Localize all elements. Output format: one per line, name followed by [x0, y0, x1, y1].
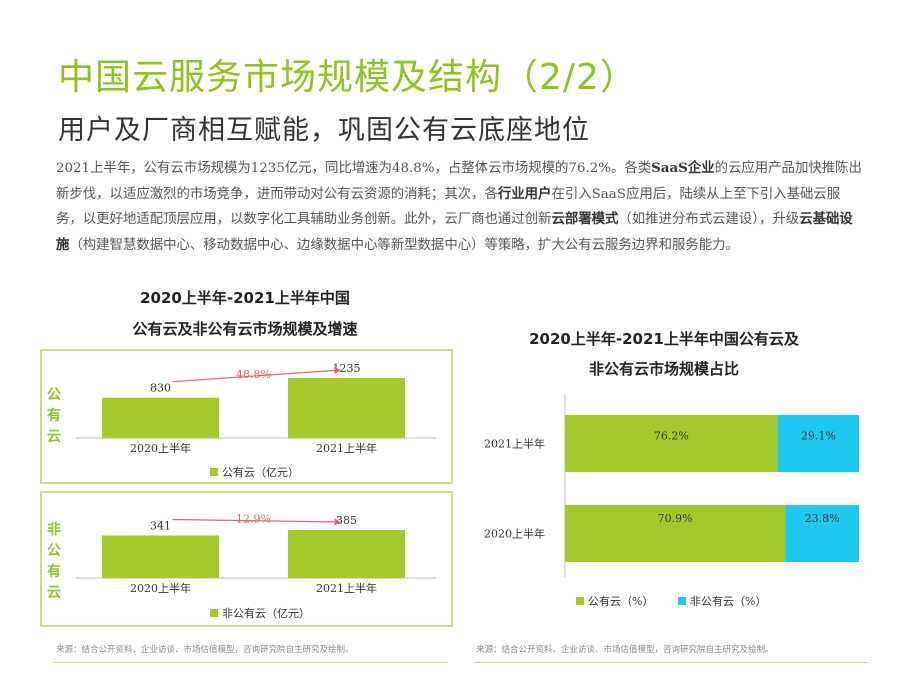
- summary-paragraph: 2021上半年，公有云市场规模为1235亿元，同比增速为48.8%，占整体云市场…: [56, 156, 866, 258]
- public-cloud-panel-label: 公有云: [47, 387, 61, 445]
- legend-swatch-non-public: [678, 597, 686, 605]
- left-chart-title-line1: 2020上半年-2021上半年中国: [140, 289, 350, 307]
- paragraph-text: 的云应用产品加快推陈出新步伐，以适应激烈的市场竞争，进而带动对公有云资源的消耗；…: [56, 161, 862, 202]
- category-label: 2020上半年: [130, 581, 191, 595]
- page-title: 中国云服务市场规模及结构（2/2）: [58, 57, 637, 98]
- category-label: 2020上半年: [130, 441, 191, 455]
- bar-segment-public: [565, 505, 786, 562]
- right-chart-title-line1: 2020上半年-2021上半年中国公有云及: [529, 330, 799, 348]
- bar-2021上半年: [288, 530, 405, 578]
- bar-value-label: 341: [150, 519, 171, 532]
- divider-left: [54, 662, 448, 663]
- bar-value-label: 1235: [333, 362, 361, 375]
- growth-rate-label: 48.8%: [236, 368, 271, 381]
- paragraph-keyword: 云部署模式: [551, 211, 619, 227]
- legend-label-non-public: 非公有云（%）: [690, 594, 766, 608]
- legend-label-public: 公有云（%）: [588, 594, 653, 608]
- legend-swatch: [210, 609, 218, 617]
- paragraph-text: 在引入SaaS应用后，陆续从上至下引入基础云服务，以更好地适配顶层应用，以数字化…: [56, 186, 841, 228]
- legend-label: 公有云（亿元）: [222, 465, 299, 479]
- paragraph-keyword: 行业用户: [497, 185, 552, 202]
- category-label: 2021上半年: [316, 581, 377, 595]
- share-chart: 2021上半年 76.2% 29.1% 2020上半年 70.9% 23.8% 公有云（%）…: [470, 395, 870, 620]
- growth-arrow-head: [334, 366, 341, 375]
- legend-swatch: [210, 468, 218, 476]
- paragraph-text: （构建智慧数据中心、移动数据中心、边缘数据中心等新型数据中心）等策略，扩大公有云…: [69, 237, 739, 253]
- category-label: 2020上半年: [484, 527, 545, 541]
- legend-label: 非公有云（亿元）: [222, 606, 310, 620]
- paragraph-keyword: SaaS企业: [651, 160, 715, 176]
- bar-2021上半年: [288, 378, 405, 438]
- bar-segment-non-public: [785, 505, 859, 562]
- right-chart-title-line2: 非公有云市场规模占比: [588, 360, 739, 378]
- public-cloud-chart: 830 2020上半年 1235 2021上半年 48.8% 公有云（亿元）: [66, 354, 446, 480]
- category-label: 2021上半年: [316, 441, 377, 455]
- segment-value-label: 29.1%: [801, 430, 836, 443]
- bar-2020上半年: [102, 397, 219, 438]
- growth-arrow-line: [172, 369, 341, 383]
- left-chart-title-line2: 公有云及非公有云市场规模及增速: [132, 320, 358, 338]
- paragraph-text: 2021上半年，公有云市场规模为1235亿元，同比增速为48.8%，占整体云市场…: [56, 161, 652, 176]
- growth-arrow-line: [172, 518, 341, 523]
- category-label: 2021上半年: [484, 437, 545, 451]
- segment-value-label: 23.8%: [805, 512, 840, 525]
- source-note-left: 来源：结合公开资料、企业访谈、市场估值模型，咨询研究院自主研究及绘制。: [56, 645, 354, 655]
- source-note-right: 来源：结合公开资料、企业访谈、市场估值模型，咨询研究院自主研究及绘制。: [476, 645, 774, 655]
- bar-segment-non-public: [777, 415, 859, 472]
- bar-value-label: 385: [336, 514, 357, 527]
- bar-segment-public: [565, 415, 778, 472]
- segment-value-label: 70.9%: [658, 512, 693, 525]
- paragraph-text: （如推进分布式云建设），升级: [618, 212, 800, 227]
- bar-value-label: 830: [150, 382, 171, 395]
- bar-2020上半年: [102, 535, 219, 578]
- non-public-cloud-chart: 341 2020上半年 385 2021上半年 12.9% 非公有云（亿元）: [66, 496, 446, 623]
- legend-swatch-public: [576, 597, 584, 605]
- page-subtitle: 用户及厂商相互赋能，巩固公有云底座地位: [58, 115, 590, 146]
- non-public-cloud-panel-label: 非公有云: [47, 522, 61, 601]
- segment-value-label: 76.2%: [654, 430, 689, 443]
- growth-rate-label: 12.9%: [236, 513, 271, 526]
- non-public-cloud-panel: [40, 491, 453, 627]
- growth-arrow-head: [334, 518, 341, 526]
- paragraph-keyword: 云基础设施: [56, 211, 853, 253]
- divider-right: [474, 662, 868, 663]
- public-cloud-panel: [40, 349, 453, 484]
